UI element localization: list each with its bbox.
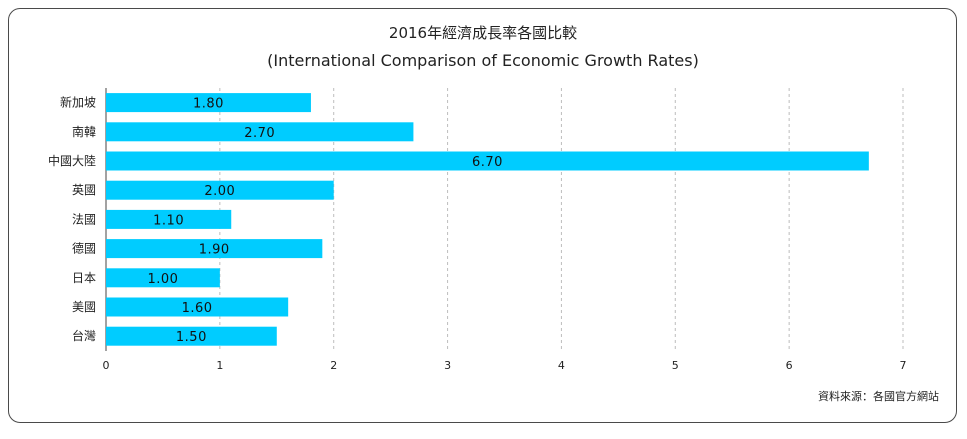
category-label: 新加坡 — [60, 95, 96, 110]
x-tick-label: 2 — [330, 359, 337, 372]
bar-7 — [106, 297, 289, 317]
data-label: 1.80 — [193, 97, 224, 112]
bar-2 — [106, 151, 869, 171]
x-axis-ticks: 0 1 2 3 4 5 6 7 — [103, 359, 907, 372]
data-label: 1.00 — [147, 272, 178, 287]
category-label: 中國大陸 — [48, 153, 96, 168]
data-label: 6.70 — [472, 155, 503, 170]
data-label: 1.50 — [176, 330, 207, 345]
category-label: 日本 — [72, 271, 96, 285]
data-label: 2.00 — [204, 184, 235, 199]
bar-1 — [106, 122, 414, 142]
data-label: 1.10 — [153, 213, 184, 228]
chart-title: 2016年經濟成長率各國比較 — [389, 24, 577, 42]
x-tick-label: 1 — [216, 359, 223, 372]
bar-4 — [106, 209, 232, 229]
x-tick-label: 4 — [558, 359, 565, 372]
bar-8 — [106, 326, 277, 346]
category-label: 德國 — [72, 241, 96, 256]
bar-0 — [106, 93, 311, 113]
chart-subtitle: (International Comparison of Economic Gr… — [267, 51, 699, 70]
bar-3 — [106, 180, 334, 200]
data-label: 1.90 — [199, 243, 230, 258]
bar-6 — [106, 268, 220, 288]
category-label: 台灣 — [72, 328, 96, 343]
data-label: 2.70 — [244, 126, 275, 141]
x-tick-label: 7 — [900, 359, 907, 372]
x-tick-label: 3 — [444, 359, 451, 372]
x-tick-label: 0 — [103, 359, 110, 372]
source-note: 資料來源：各國官方網站 — [818, 389, 939, 403]
category-label: 美國 — [72, 300, 96, 314]
category-label: 英國 — [72, 183, 96, 197]
category-label: 法國 — [72, 212, 96, 226]
bar-5 — [106, 239, 323, 259]
x-tick-label: 5 — [672, 359, 679, 372]
x-tick-label: 6 — [786, 359, 793, 372]
category-label: 南韓 — [72, 124, 96, 139]
data-label: 1.60 — [182, 301, 213, 316]
bars — [106, 93, 869, 346]
data-labels: 1.80 2.70 6.70 2.00 1.10 1.90 1.00 1.60 1.50 — [147, 97, 502, 346]
